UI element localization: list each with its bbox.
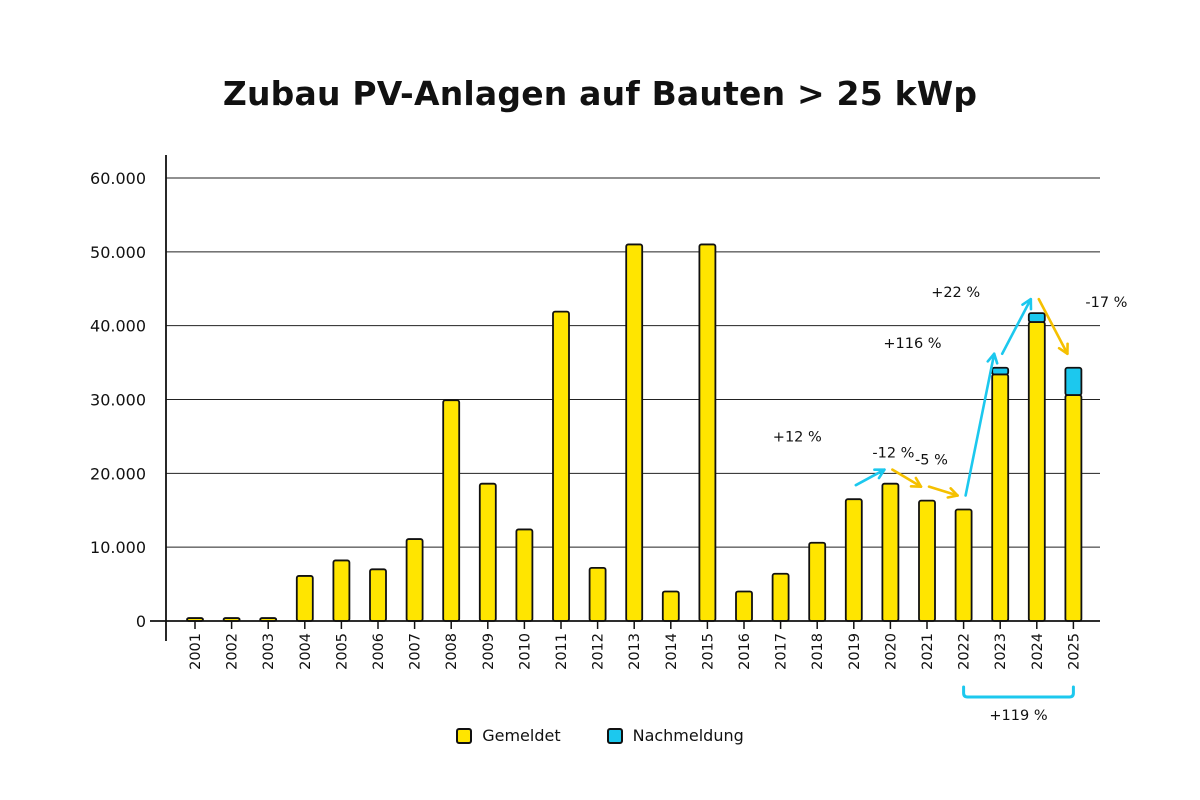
growth-arrow-2022-shaft	[927, 485, 959, 497]
growth-label-2022: -5 %	[915, 453, 948, 469]
growth-arrow-2023-shaft	[964, 352, 996, 497]
x-tick-label: 2006	[371, 633, 387, 670]
bar-gemeldet-2009	[478, 482, 497, 622]
x-tick-label: 2010	[517, 633, 533, 670]
x-tick-label: 2021	[920, 633, 936, 670]
growth-arrow-2024-head	[1021, 297, 1033, 311]
bar-gemeldet-2008	[442, 399, 461, 622]
growth-arrow-2020-head	[873, 468, 886, 480]
legend-item-nachmeldung: Nachmeldung	[606, 726, 744, 745]
growth-label-2025: -17 %	[1085, 295, 1127, 311]
bar-gemeldet-2007	[405, 538, 424, 622]
growth-arrow-2021-head	[909, 476, 923, 488]
x-tick-label: 2018	[810, 633, 826, 670]
x-tick-label: 2004	[298, 633, 314, 670]
x-tick-label: 2005	[334, 633, 350, 670]
growth-arrow-2022-head	[946, 487, 959, 499]
legend: Gemeldet Nachmeldung	[0, 726, 1200, 745]
bar-gemeldet-2005	[332, 559, 351, 622]
y-tick-label: 50.000	[90, 243, 146, 262]
x-tick-label: 2014	[664, 633, 680, 670]
bar-gemeldet-2014	[661, 590, 680, 622]
bar-gemeldet-2006	[369, 568, 387, 622]
x-tick-label: 2023	[993, 633, 1009, 670]
legend-item-gemeldet: Gemeldet	[456, 726, 561, 745]
x-tick-label: 2022	[957, 633, 973, 670]
growth-arrow-2021-shaft	[891, 468, 923, 488]
growth-label-2021: -12 %	[872, 446, 914, 462]
growth-label-2020: +12 %	[773, 430, 822, 446]
bar-gemeldet-2022	[954, 508, 973, 622]
bar-gemeldet-2012	[588, 566, 607, 622]
x-tick-label: 2015	[700, 633, 716, 670]
bar-gemeldet-2013	[625, 243, 644, 622]
bracket-line	[962, 685, 1075, 699]
bar-nachmeldung-2023	[991, 366, 1010, 376]
y-tick-label: 30.000	[90, 391, 146, 410]
growth-arrow-2022	[927, 485, 959, 499]
bar-gemeldet-2025	[1064, 394, 1083, 622]
growth-arrow-2025-head	[1057, 342, 1069, 356]
growth-bracket: +119 %	[962, 685, 1075, 724]
x-tick-label: 2003	[261, 633, 277, 670]
x-tick-label: 2017	[774, 633, 790, 670]
x-tick-label: 2007	[408, 633, 424, 670]
y-tick-label: 60.000	[90, 169, 146, 188]
x-tick-label: 2025	[1066, 633, 1082, 670]
y-tick-label: 20.000	[90, 464, 146, 483]
x-tick-label: 2024	[1030, 633, 1046, 670]
bar-nachmeldung-2024	[1027, 312, 1046, 323]
bracket-label: +119 %	[989, 708, 1047, 724]
bar-gemeldet-2018	[808, 541, 827, 622]
growth-arrow-2023-head	[986, 352, 999, 365]
y-tick-label: 10.000	[90, 538, 146, 557]
growth-arrow-2023	[964, 352, 999, 497]
x-tick-label: 2012	[591, 633, 607, 670]
growth-arrow-2025-shaft	[1037, 297, 1069, 356]
legend-label-nachmeldung: Nachmeldung	[632, 726, 744, 745]
y-tick-label: 40.000	[90, 317, 146, 336]
bar-gemeldet-2017	[771, 572, 790, 622]
chart-title: Zubau PV-Anlagen auf Bauten > 25 kWp	[222, 74, 978, 113]
x-tick-label: 2016	[737, 633, 753, 670]
bar-gemeldet-2010	[515, 528, 534, 622]
growth-arrow-2024-shaft	[1000, 297, 1033, 356]
bar-gemeldet-2019	[844, 498, 863, 622]
bar-gemeldet-2015	[698, 243, 717, 622]
bar-gemeldet-2020	[881, 482, 900, 622]
y-tick-label: 0	[136, 612, 146, 631]
x-tick-label: 2009	[481, 633, 497, 670]
growth-arrow-2020	[854, 468, 886, 487]
growth-arrow-2021	[891, 468, 923, 488]
x-tick-label: 2008	[444, 633, 460, 670]
bar-gemeldet-2011	[552, 310, 570, 622]
growth-label-2024: +22 %	[931, 285, 980, 301]
x-tick-label: 2013	[627, 633, 643, 670]
x-tick-label: 2011	[554, 633, 570, 670]
x-tick-label: 2019	[847, 633, 863, 670]
growth-arrow-2025	[1037, 297, 1069, 356]
growth-label-2023: +116 %	[883, 336, 941, 352]
legend-swatch-gemeldet	[456, 727, 473, 744]
x-tick-label: 2002	[225, 633, 241, 670]
bar-gemeldet-2023	[991, 373, 1010, 622]
bar-gemeldet-2021	[918, 499, 936, 622]
legend-swatch-nachmeldung	[606, 727, 623, 744]
bar-gemeldet-2016	[735, 590, 753, 622]
bar-gemeldet-2004	[295, 575, 314, 622]
bar-nachmeldung-2025	[1064, 366, 1083, 396]
growth-arrow-2024	[1000, 297, 1033, 356]
legend-label-gemeldet: Gemeldet	[482, 726, 561, 745]
bar-gemeldet-2024	[1027, 321, 1046, 622]
growth-arrow-2020-shaft	[854, 468, 886, 487]
x-tick-label: 2001	[188, 633, 204, 670]
x-tick-label: 2020	[883, 633, 899, 670]
